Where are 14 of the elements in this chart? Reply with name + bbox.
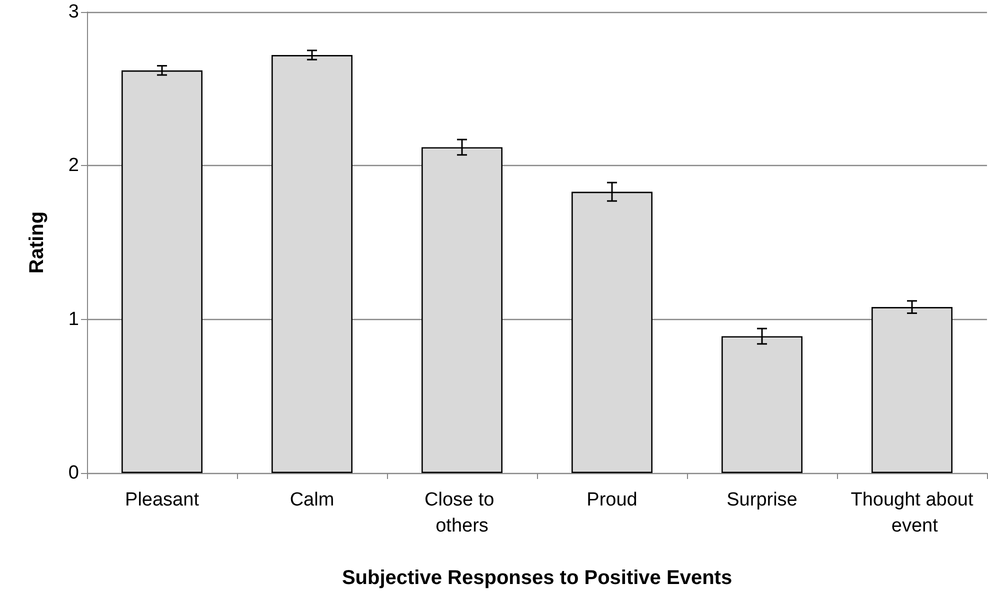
x-tick-label: Proud xyxy=(586,490,638,510)
bar xyxy=(272,55,352,473)
x-tick-label: Pleasant xyxy=(125,490,200,510)
x-tick-label: Surprise xyxy=(726,490,798,510)
x-axis-title: Subjective Responses to Positive Events xyxy=(342,567,732,589)
y-tick-label: 1 xyxy=(68,308,79,330)
y-axis-title: Rating xyxy=(26,211,48,274)
x-tick-label: Calm xyxy=(290,490,334,510)
x-tick-label: Close to others xyxy=(424,490,500,536)
y-tick-label: 2 xyxy=(68,155,79,176)
x-tick-label: Thought about event xyxy=(850,490,974,536)
y-tick-label: 0 xyxy=(68,462,79,484)
y-tick-label: 3 xyxy=(68,2,79,22)
bar xyxy=(122,70,202,473)
